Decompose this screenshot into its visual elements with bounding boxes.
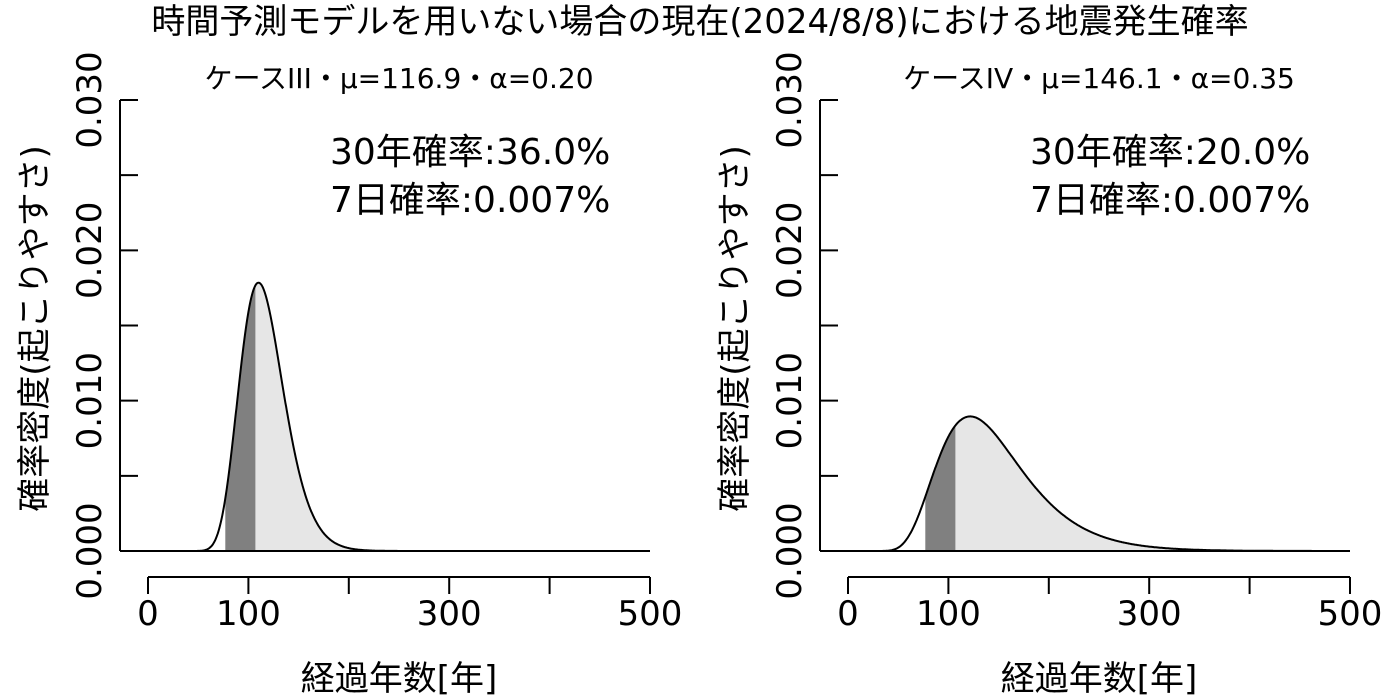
density-curve (848, 415, 1350, 552)
y-tick-label: 0.000 (70, 502, 110, 599)
x-tick-label: 300 (1117, 594, 1182, 634)
y-tick-label: 0.020 (70, 202, 110, 299)
x-tick-label: 100 (916, 594, 981, 634)
x-axis-title: 経過年数[年] (1001, 659, 1198, 699)
probability-annotation: 7日確率:0.007% (1030, 180, 1310, 221)
x-tick-label: 0 (137, 594, 159, 634)
probability-annotation: 30年確率:20.0% (1030, 132, 1310, 173)
y-tick-label: 0.010 (70, 352, 110, 449)
panel-title: ケースIV・μ=146.1・α=0.35 (903, 62, 1295, 95)
x-tick-label: 0 (837, 594, 859, 634)
y-axis-title: 確率密度(起こりやすさ) (15, 145, 55, 512)
chart-panel-2: 0.000 0.010 0.020 0.030 0 100 300 500 経過年数[年] 確率密… (715, 51, 1382, 699)
main-title: 時間予測モデルを用いない場合の現在(2024/8/8)における地震発生確率 (151, 2, 1249, 42)
elapsed-probability-area (225, 285, 256, 551)
y-axis-title: 確率密度(起こりやすさ) (715, 145, 755, 512)
y-tick-label: 0.020 (770, 202, 810, 299)
chart-panel-1: 0.000 0.010 0.020 0.030 0 100 300 500 経過年数[年] 確率密… (15, 51, 682, 699)
x-tick-label: 500 (1318, 594, 1383, 634)
probability-annotation: 30年確率:36.0% (330, 132, 610, 173)
x-tick-label: 500 (618, 594, 683, 634)
probability-annotation: 7日確率:0.007% (330, 180, 610, 221)
y-tick-label: 0.000 (770, 502, 810, 599)
density-curve (148, 281, 650, 552)
future-probability-area (255, 282, 650, 551)
y-tick-label: 0.010 (770, 352, 810, 449)
x-tick-label: 100 (216, 594, 281, 634)
y-tick-label: 0.030 (770, 51, 810, 148)
elapsed-probability-area (925, 425, 956, 551)
future-probability-area (955, 416, 1350, 551)
y-tick-label: 0.030 (70, 51, 110, 148)
x-tick-label: 300 (417, 594, 482, 634)
panel-title: ケースIII・μ=116.9・α=0.20 (204, 62, 593, 95)
x-axis-title: 経過年数[年] (301, 659, 498, 699)
